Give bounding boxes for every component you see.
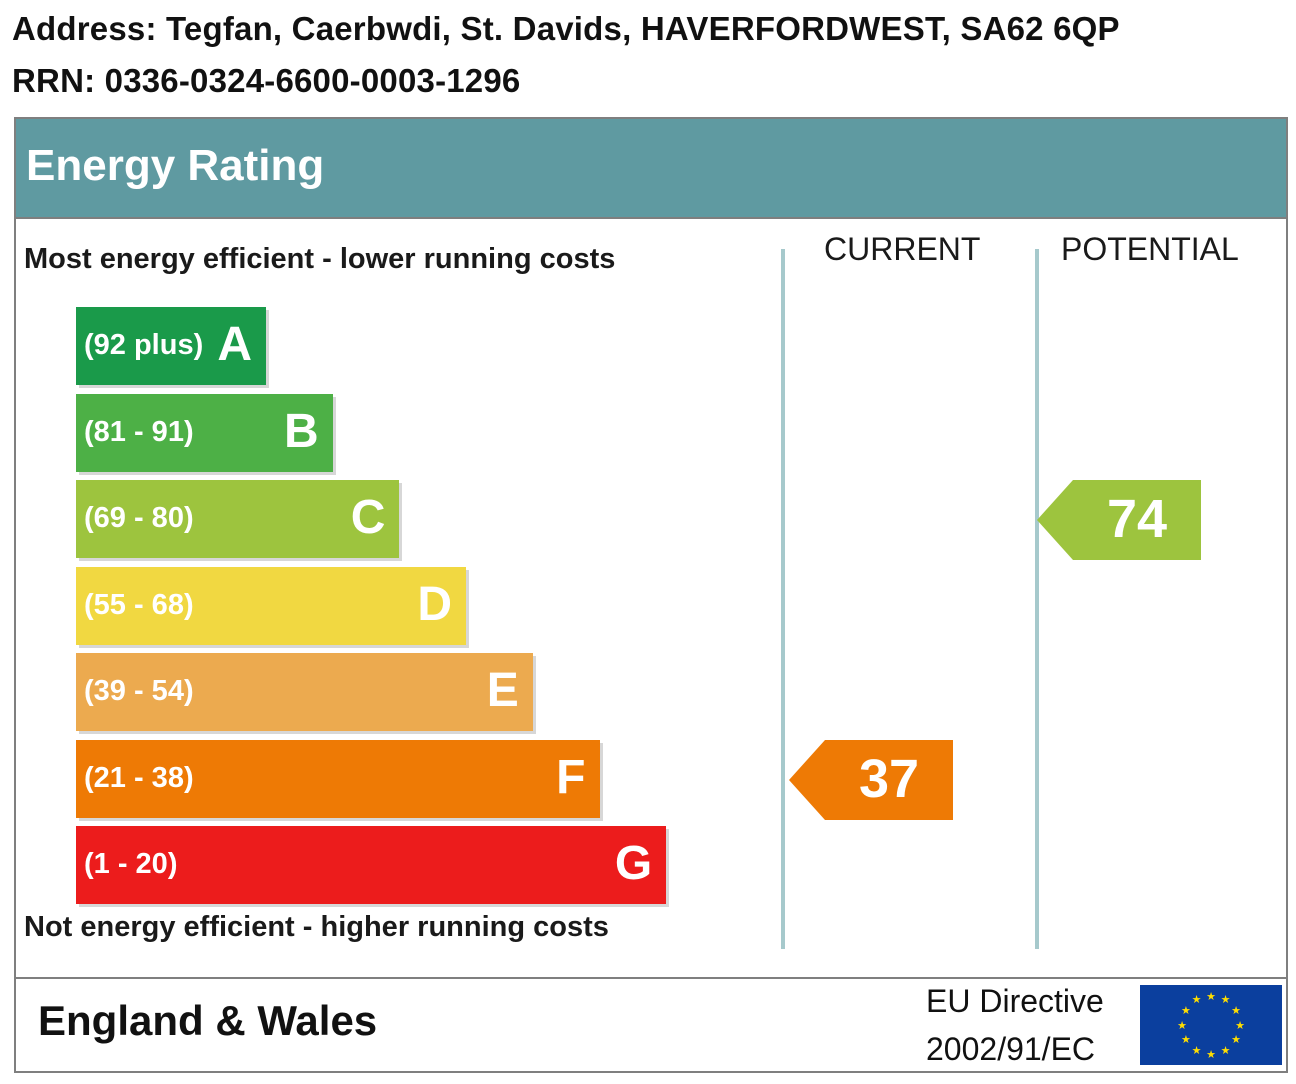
band-range-label: (39 - 54) [84, 675, 194, 707]
current-column-divider [781, 249, 785, 949]
band-b: (81 - 91) B [76, 393, 333, 472]
current-marker-shape [789, 739, 953, 820]
band-letter-label: D [417, 577, 453, 631]
current-rating-marker: 37 [789, 739, 953, 820]
property-address: Address: Tegfan, Caerbwdi, St. Davids, H… [12, 10, 1120, 47]
band-range-label: (92 plus) [84, 329, 204, 361]
band-range-label: (21 - 38) [84, 761, 194, 794]
eu-star-icon: ★ [1206, 989, 1216, 1003]
eu-star-icon: ★ [1180, 1004, 1191, 1017]
eu-star-icon: ★ [1191, 1043, 1202, 1057]
eu-star-icon: ★ [1220, 1043, 1231, 1057]
potential-rating-value: 74 [1106, 489, 1168, 549]
top-caption: Most energy efficient - lower running co… [24, 243, 616, 275]
eu-directive-label: EU Directive [926, 983, 1104, 1019]
band-letter-label: A [217, 318, 252, 371]
eu-star-icon: ★ [1180, 1033, 1191, 1046]
eu-star-icon: ★ [1231, 1004, 1242, 1017]
column-header-potential: POTENTIAL [1061, 231, 1239, 267]
eu-star-icon: ★ [1206, 1047, 1216, 1061]
eu-flag-icon: ★ ★ ★ ★ ★ ★ ★ ★ ★ ★ ★ ★ [1140, 985, 1282, 1065]
potential-marker-shape [1037, 480, 1201, 560]
potential-column-divider [1035, 249, 1039, 949]
report-reference-number: RRN: 0336-0324-6600-0003-1296 [12, 62, 521, 99]
band-range-label: (55 - 68) [84, 588, 194, 621]
bottom-caption: Not energy efficient - higher running co… [24, 911, 609, 943]
eu-star-icon: ★ [1177, 1018, 1187, 1032]
current-rating-value: 37 [858, 748, 920, 809]
band-range-label: (69 - 80) [84, 502, 194, 534]
band-letter-label: G [614, 837, 653, 890]
band-e: (39 - 54) E [76, 653, 533, 731]
chart-title-bar: Energy Rating [16, 119, 1286, 219]
eu-star-icon: ★ [1191, 993, 1202, 1007]
column-header-current: CURRENT [824, 231, 981, 267]
eu-star-icon: ★ [1235, 1018, 1245, 1032]
band-f: (21 - 38) F [76, 739, 600, 818]
band-c: (69 - 80) C [76, 480, 400, 558]
band-a: (92 plus) A [76, 307, 266, 385]
band-letter-label: E [486, 664, 519, 717]
chart-footer: England & Wales EU Directive 2002/91/EC … [16, 977, 1286, 1071]
band-range-label: (1 - 20) [84, 848, 178, 880]
band-letter-label: F [556, 750, 586, 804]
eu-star-icon: ★ [1220, 993, 1231, 1007]
eu-star-icon: ★ [1231, 1033, 1242, 1046]
potential-marker-arrow [1037, 480, 1201, 560]
band-d: (55 - 68) D [76, 566, 467, 645]
eu-directive-number: 2002/91/EC [926, 1031, 1096, 1067]
region-label: England & Wales [38, 997, 378, 1044]
band-g: (1 - 20) G [76, 826, 667, 904]
band-letter-label: C [350, 491, 386, 544]
band-range-label: (81 - 91) [84, 415, 194, 448]
energy-rating-chart: Energy Rating Most energy efficient - lo… [14, 117, 1288, 1073]
current-marker-arrow [789, 739, 953, 820]
potential-rating-marker: 74 [1037, 480, 1201, 560]
band-letter-label: B [284, 404, 319, 458]
chart-title: Energy Rating [26, 141, 325, 190]
